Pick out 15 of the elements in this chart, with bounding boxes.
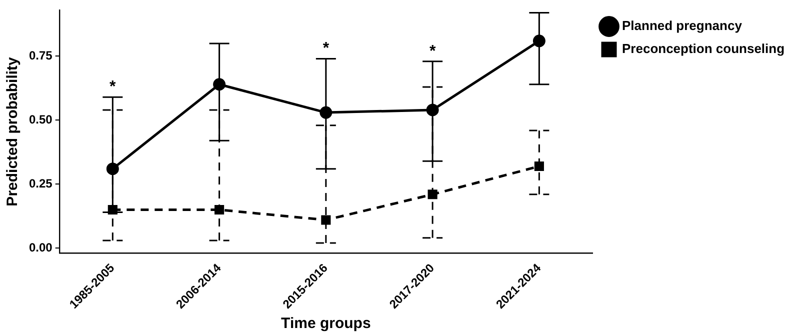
y-tick-label: 0.25 [28, 176, 53, 190]
point [214, 204, 224, 215]
y-axis-title: Predicted probability [4, 56, 22, 206]
point [428, 190, 438, 200]
legend-label: Preconception counseling [622, 41, 785, 56]
annotation: * [429, 42, 436, 60]
y-tick-label: 0.75 [28, 48, 53, 63]
x-axis-title: Time groups [281, 315, 371, 332]
annotation: * [110, 78, 117, 96]
y-tick-label: 0.50 [28, 112, 53, 127]
y-tick-label: 0.00 [28, 240, 53, 254]
legend-label: Planned pregnancy [622, 18, 743, 34]
point [534, 161, 544, 172]
point [321, 215, 331, 225]
annotation: * [322, 40, 330, 58]
